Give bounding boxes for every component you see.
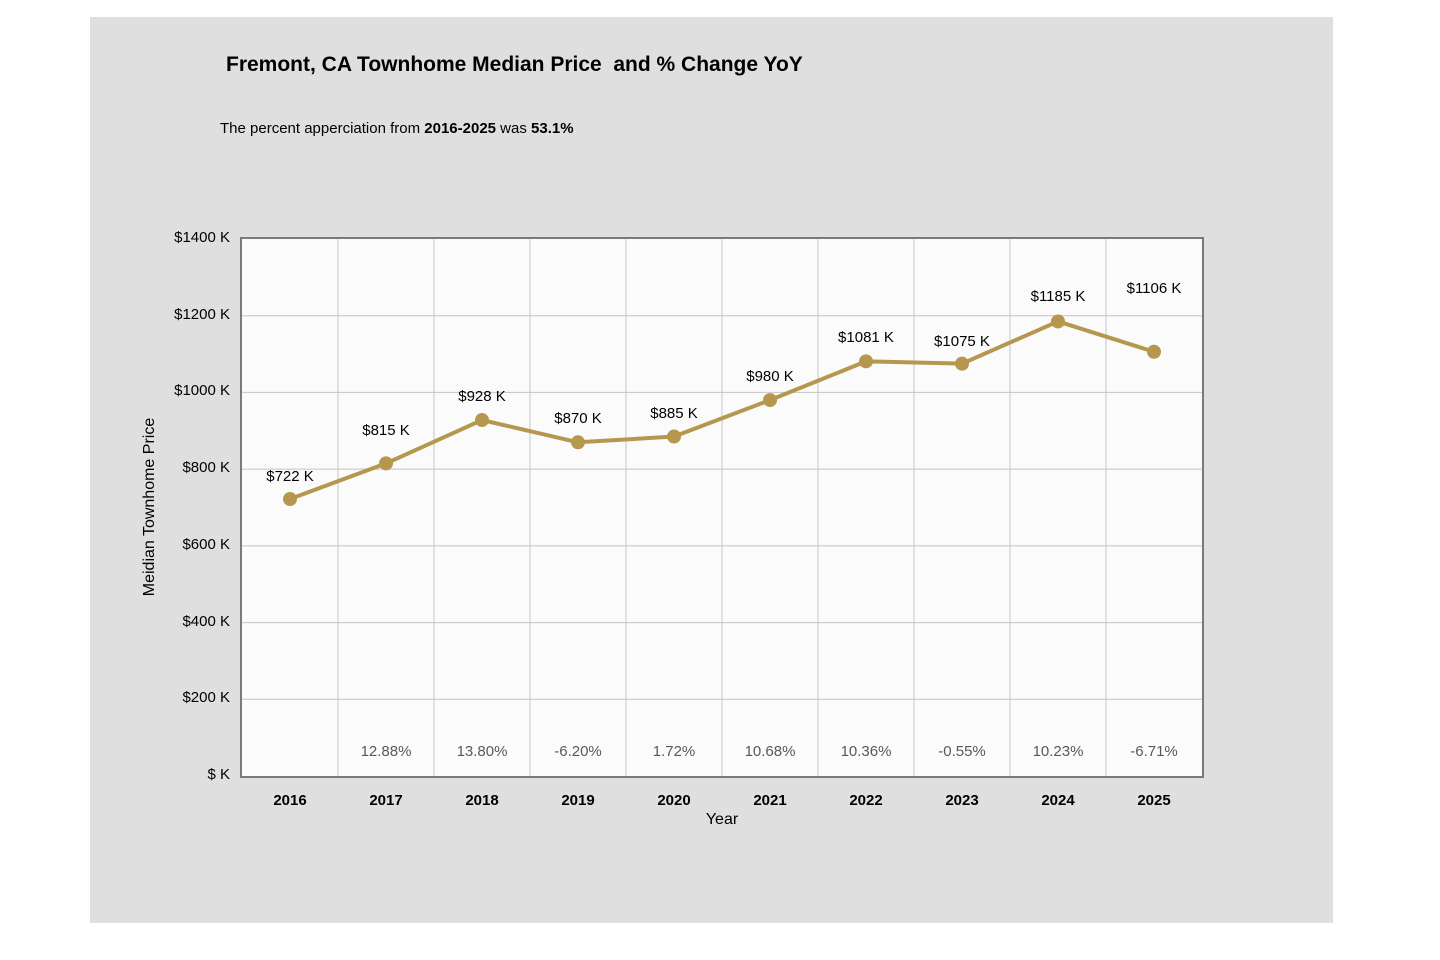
price-line bbox=[289, 319, 1155, 501]
pct-change-label: 10.36% bbox=[840, 743, 892, 760]
y-axis-title: Meidian Townhome Price bbox=[141, 417, 158, 597]
subtitle-value: 53.1% bbox=[531, 120, 574, 137]
x-tick-label: 2024 bbox=[1041, 792, 1075, 809]
pct-change-label: 13.80% bbox=[456, 743, 508, 760]
y-tick-label: $1400 K bbox=[174, 229, 230, 246]
point-label: $1106 K bbox=[1126, 279, 1182, 297]
data-point bbox=[763, 393, 777, 408]
y-tick-label: $1200 K bbox=[174, 305, 230, 323]
point-label: $980 K bbox=[746, 368, 794, 386]
x-tick-label: 2022 bbox=[849, 792, 883, 809]
point-label: $722 K bbox=[266, 468, 314, 486]
point-label: $870 K bbox=[554, 410, 602, 428]
subtitle-middle: was bbox=[496, 120, 532, 137]
data-point bbox=[859, 354, 873, 369]
pct-change-label: 10.23% bbox=[1032, 743, 1084, 760]
data-point bbox=[667, 429, 681, 444]
y-tick-label: $800 K bbox=[182, 459, 230, 477]
x-tick-label: 2025 bbox=[1137, 792, 1171, 809]
y-tick-label: $400 K bbox=[182, 612, 230, 630]
x-tick-label: 2023 bbox=[945, 792, 979, 809]
y-tick-label: $1000 K bbox=[174, 382, 230, 400]
data-point bbox=[571, 435, 585, 450]
point-label: $885 K bbox=[650, 404, 698, 422]
plot-area bbox=[240, 237, 1204, 778]
point-label: $928 K bbox=[458, 388, 506, 406]
pct-change-label: -6.71% bbox=[1130, 743, 1178, 760]
y-tick-label: $600 K bbox=[182, 535, 230, 553]
point-label: $1185 K bbox=[1030, 288, 1086, 306]
subtitle-range: 2016-2025 bbox=[424, 120, 497, 137]
x-tick-label: 2019 bbox=[561, 792, 595, 809]
point-label: $815 K bbox=[362, 422, 410, 440]
chart-subtitle: The percent apperciation from 2016-2025 … bbox=[220, 120, 574, 137]
x-tick-label: 2016 bbox=[273, 792, 307, 809]
data-point bbox=[379, 456, 393, 471]
x-axis-title: Year bbox=[705, 811, 739, 828]
point-label: $1075 K bbox=[934, 332, 990, 350]
x-tick-label: 2018 bbox=[465, 792, 499, 809]
y-tick-label: $200 K bbox=[182, 689, 230, 707]
x-tick-label: 2017 bbox=[369, 792, 403, 809]
pct-change-label: 10.68% bbox=[744, 743, 796, 760]
x-tick-label: 2020 bbox=[657, 792, 691, 809]
pct-change-label: 12.88% bbox=[360, 743, 412, 760]
pct-change-label: -6.20% bbox=[554, 743, 602, 760]
pct-change-label: -0.55% bbox=[938, 743, 986, 760]
plot-svg bbox=[242, 239, 1202, 776]
data-point bbox=[1051, 314, 1065, 329]
data-point bbox=[955, 356, 969, 371]
y-tick-label: $ K bbox=[207, 766, 230, 783]
data-point bbox=[283, 492, 297, 507]
x-tick-label: 2021 bbox=[753, 792, 787, 809]
line-chart: Year Meidian Townhome Price $722 K $815 K… bbox=[141, 229, 1204, 828]
point-label: $1081 K bbox=[838, 329, 894, 347]
pct-change-label: 1.72% bbox=[652, 743, 696, 760]
data-point bbox=[1147, 344, 1161, 359]
subtitle-prefix: The percent apperciation from bbox=[220, 120, 425, 137]
chart-title: Fremont, CA Townhome Median Price and % … bbox=[226, 53, 803, 76]
data-point bbox=[475, 413, 489, 428]
